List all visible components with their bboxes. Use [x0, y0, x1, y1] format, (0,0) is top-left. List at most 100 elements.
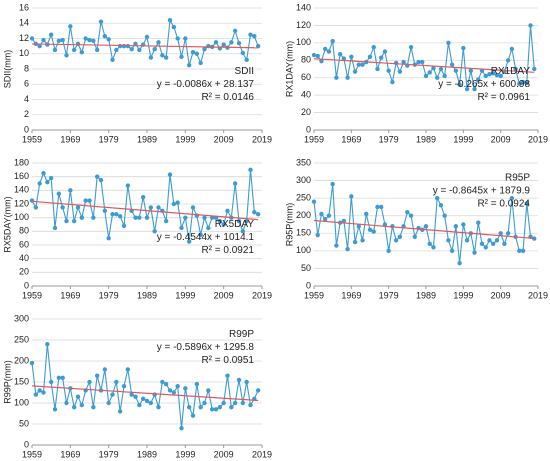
- data-point: [190, 413, 196, 418]
- y-tick-label: 16: [19, 2, 29, 12]
- data-point: [217, 405, 223, 410]
- y-tick-label: 0: [306, 280, 311, 290]
- data-point: [244, 379, 249, 385]
- data-point: [236, 40, 242, 46]
- data-point: [221, 42, 226, 47]
- data-point: [442, 213, 447, 218]
- x-tick-label: 1959: [304, 290, 324, 300]
- data-point: [206, 225, 211, 231]
- x-tick-label: 1979: [99, 290, 119, 300]
- data-point: [186, 239, 192, 244]
- y-tick-label: 60: [301, 72, 311, 82]
- x-tick-label: 2019: [528, 134, 548, 144]
- data-point: [87, 379, 92, 385]
- data-point: [41, 37, 46, 43]
- data-point: [520, 248, 526, 254]
- data-point: [144, 398, 150, 404]
- data-point: [48, 379, 54, 385]
- data-point: [110, 212, 115, 217]
- y-tick-label: 140: [14, 185, 29, 195]
- data-point: [356, 224, 361, 229]
- y-tick-label: 200: [296, 210, 311, 220]
- x-tick-label: 2009: [214, 290, 234, 300]
- data-point: [98, 177, 104, 183]
- data-point: [163, 218, 169, 224]
- data-point: [345, 75, 350, 80]
- data-point: [255, 212, 261, 217]
- data-point: [171, 390, 177, 395]
- y-tick-label: 20: [301, 107, 311, 117]
- data-point: [532, 66, 537, 72]
- data-point: [464, 86, 470, 92]
- y-tick-label: 300: [14, 313, 29, 323]
- data-point: [408, 213, 414, 218]
- data-point: [133, 215, 138, 220]
- data-point: [64, 53, 69, 58]
- data-point: [390, 79, 395, 85]
- x-tick-label: 2009: [491, 290, 511, 300]
- trend-equation: y = -0.5896x + 1295.8: [157, 342, 255, 353]
- data-point: [248, 402, 253, 408]
- y-tick-label: 100: [296, 37, 311, 47]
- data-point: [524, 80, 529, 86]
- data-point: [60, 37, 65, 43]
- data-point: [179, 225, 184, 231]
- x-tick-label: 2019: [252, 134, 272, 144]
- data-point: [75, 394, 81, 399]
- data-point: [91, 38, 96, 43]
- data-point: [60, 375, 65, 380]
- y-axis-label: R95P(mm): [284, 203, 294, 247]
- data-point: [102, 208, 108, 214]
- x-tick-label: 1969: [60, 134, 80, 144]
- y-tick-label: 0: [24, 124, 29, 134]
- x-tick-label: 1999: [175, 449, 195, 459]
- data-point: [449, 248, 455, 254]
- y-tick-label: 80: [19, 226, 29, 236]
- data-point: [152, 229, 157, 234]
- x-tick-label: 1969: [341, 134, 361, 144]
- data-point: [33, 205, 39, 210]
- data-point: [236, 218, 242, 224]
- data-point: [213, 40, 219, 45]
- data-point: [156, 40, 161, 45]
- data-point: [509, 46, 515, 52]
- data-point: [364, 211, 369, 217]
- data-point: [64, 400, 69, 406]
- data-point: [94, 47, 100, 53]
- data-point: [341, 56, 347, 61]
- trend-line: [31, 385, 259, 402]
- data-point: [449, 62, 455, 67]
- data-point: [476, 220, 481, 225]
- data-point: [137, 402, 142, 408]
- y-tick-label: 40: [19, 253, 29, 263]
- data-point: [186, 62, 192, 68]
- data-point: [505, 231, 511, 236]
- data-point: [491, 71, 496, 76]
- y-tick-label: 120: [296, 20, 311, 30]
- data-point: [37, 388, 42, 393]
- data-point: [87, 198, 92, 203]
- data-point: [360, 238, 365, 243]
- data-point: [446, 40, 451, 46]
- data-point: [71, 47, 77, 53]
- data-point: [371, 229, 376, 234]
- data-point: [171, 201, 177, 207]
- data-point: [33, 392, 39, 397]
- data-point: [68, 24, 73, 29]
- data-point: [431, 245, 436, 250]
- data-point: [221, 222, 226, 227]
- data-point: [198, 405, 203, 410]
- y-tick-label: 80: [301, 55, 311, 65]
- data-point: [83, 36, 88, 41]
- data-point: [408, 45, 414, 50]
- data-point: [435, 75, 440, 80]
- data-point: [341, 218, 347, 224]
- data-point: [232, 28, 238, 34]
- data-point: [37, 181, 42, 186]
- x-tick-label: 1999: [453, 134, 473, 144]
- x-tick-label: 2019: [252, 290, 272, 300]
- data-point: [156, 205, 161, 210]
- data-point: [326, 49, 332, 54]
- y-tick-label: 200: [14, 355, 29, 365]
- data-point: [114, 379, 119, 385]
